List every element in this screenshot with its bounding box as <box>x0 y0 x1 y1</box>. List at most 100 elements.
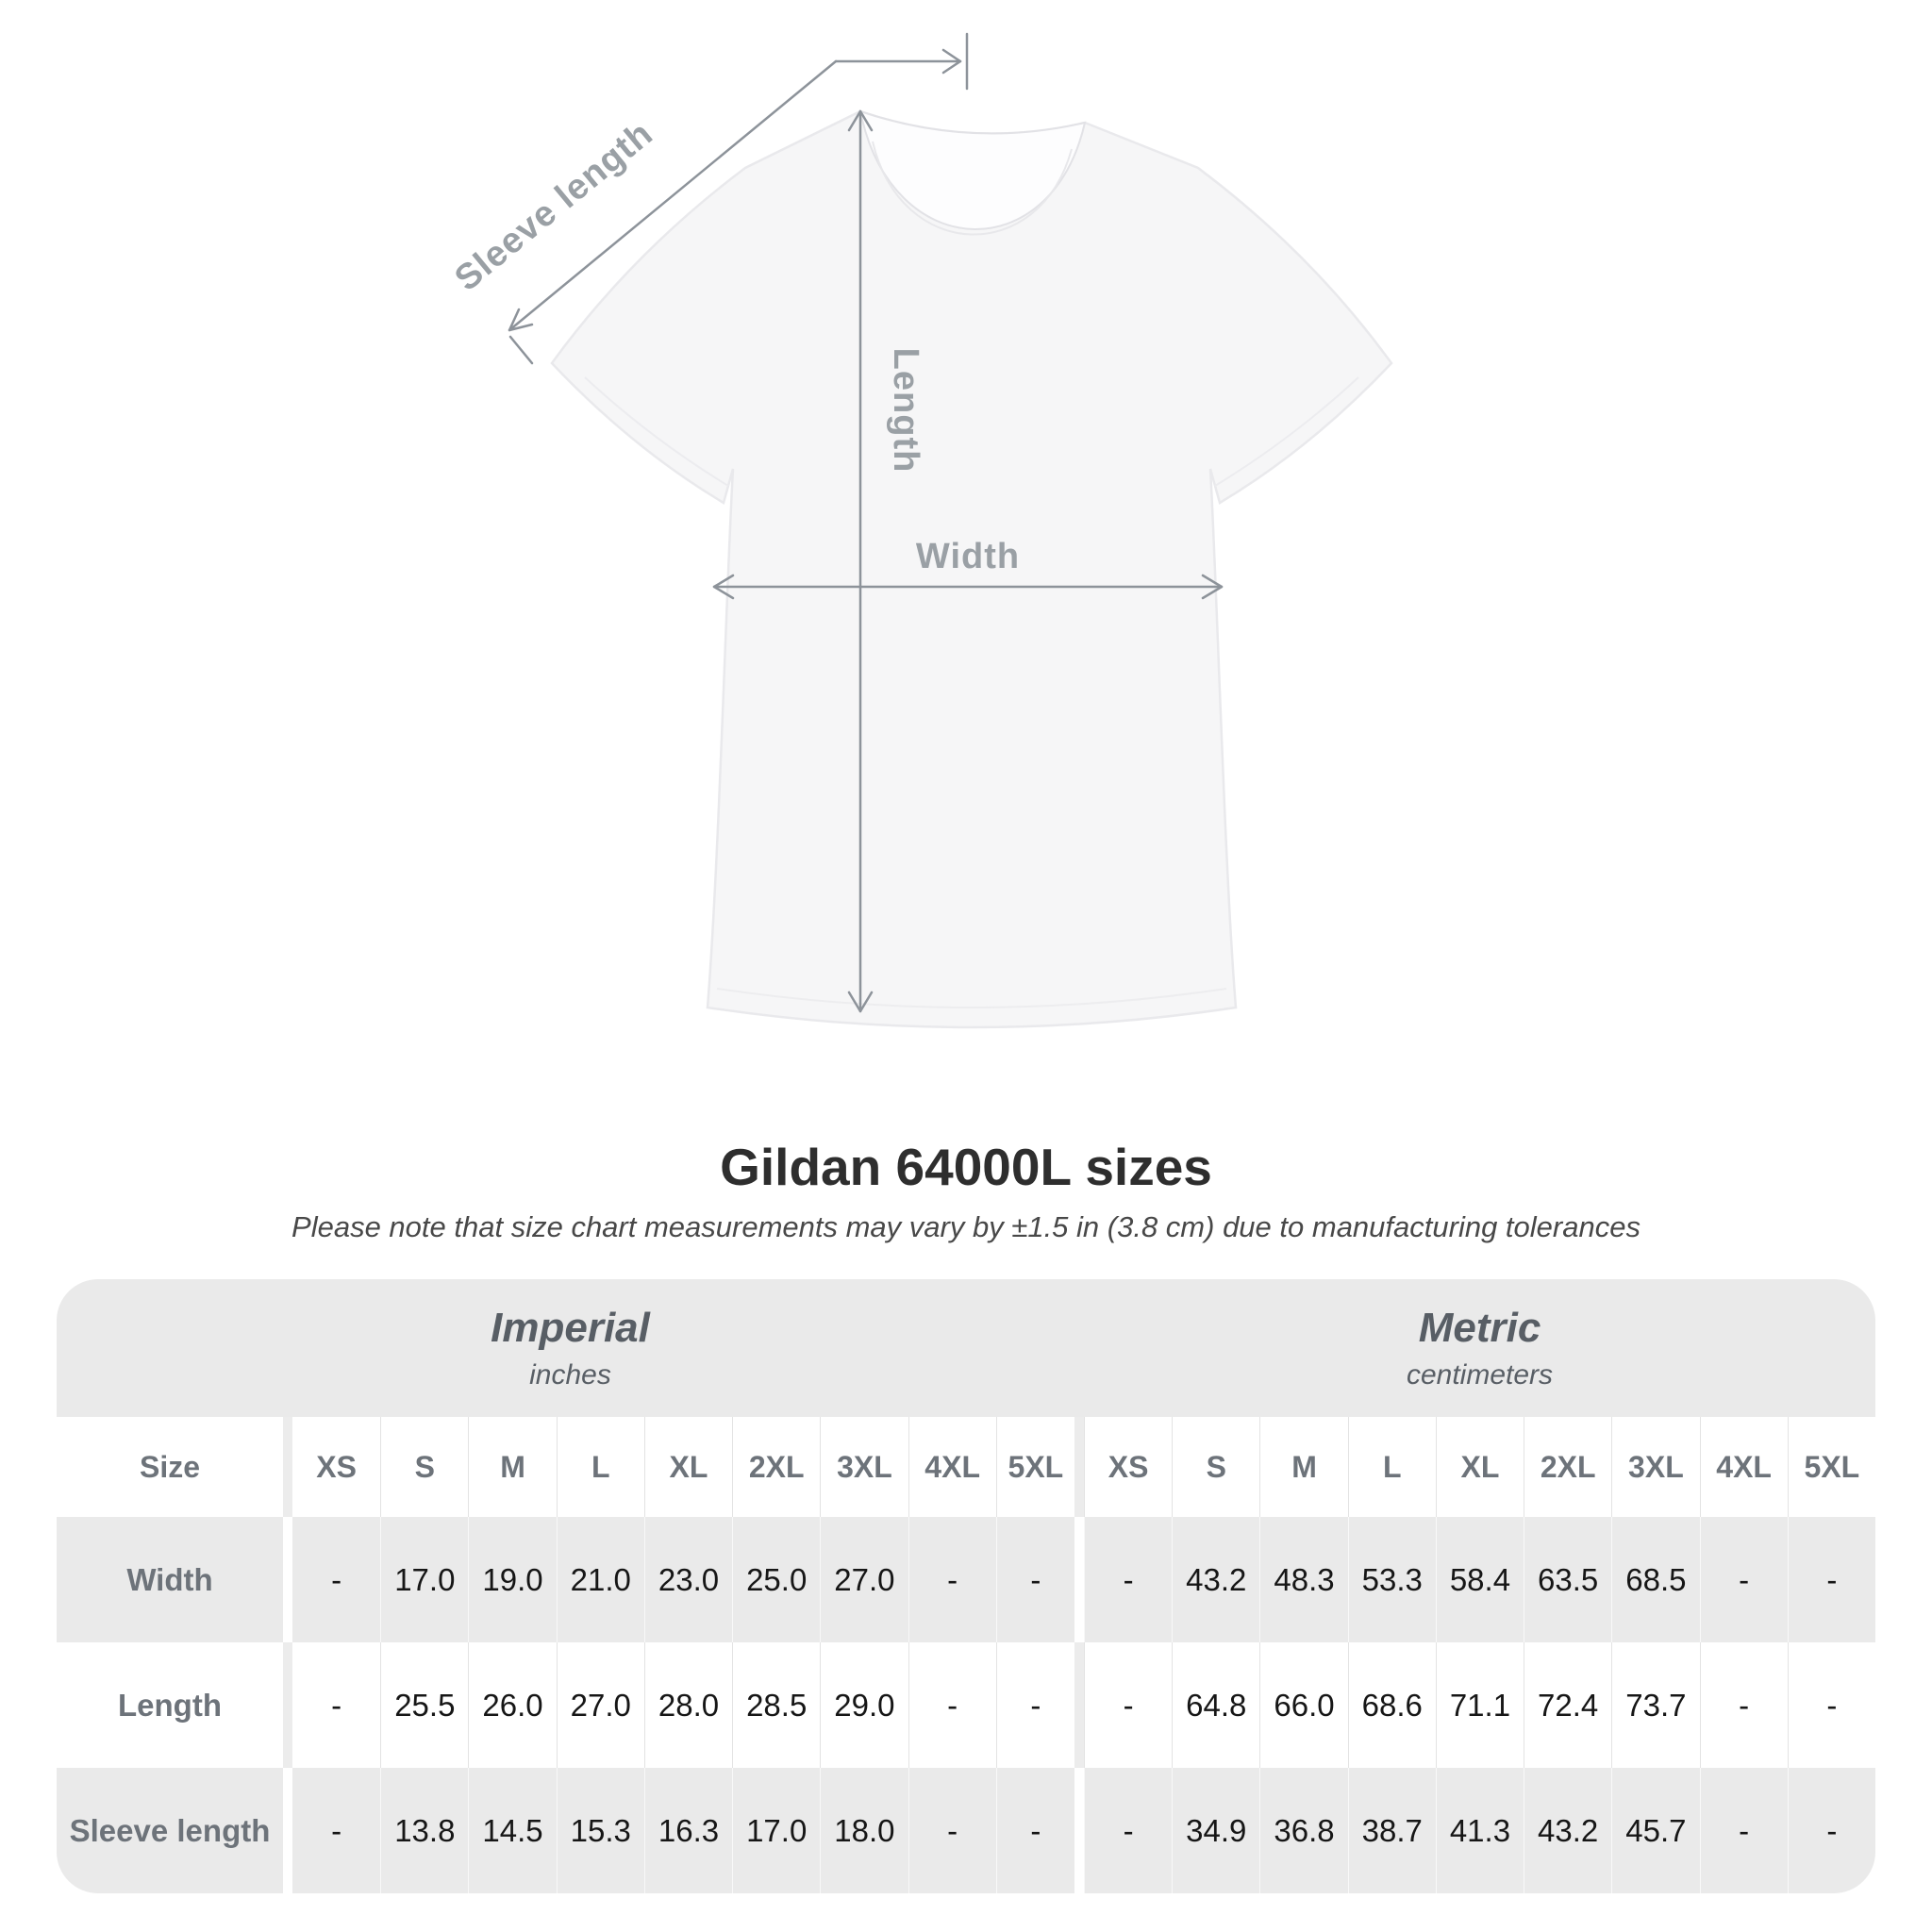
table-cell: 14.5 <box>468 1768 556 1893</box>
table-cell: 25.0 <box>732 1517 820 1642</box>
table-cell: 68.5 <box>1611 1517 1699 1642</box>
size-column-header: 3XL <box>820 1417 908 1517</box>
unit-group-imperial: Imperial inches <box>57 1279 1084 1417</box>
size-column-header: XL <box>643 1417 732 1517</box>
table-row: Width -17.0 19.0 21.0 23.0 25.0 27.0- - -43.2 48.… <box>57 1517 1875 1642</box>
table-cell: 16.3 <box>643 1768 732 1893</box>
table-cell: - <box>995 1768 1084 1893</box>
table-cell: - <box>995 1642 1084 1768</box>
table-cell: 58.4 <box>1435 1517 1524 1642</box>
size-column-header: 5XL <box>1787 1417 1875 1517</box>
size-column-header: L <box>1347 1417 1436 1517</box>
unit-group-subtitle: centimeters <box>1406 1359 1554 1391</box>
size-column-header: 4XL <box>1699 1417 1788 1517</box>
table-cell: 36.8 <box>1259 1768 1347 1893</box>
table-cell: 41.3 <box>1435 1768 1524 1893</box>
size-column-header: XL <box>1435 1417 1524 1517</box>
table-cell: 45.7 <box>1611 1768 1699 1893</box>
table-cell: 53.3 <box>1347 1517 1436 1642</box>
table-cell: 73.7 <box>1611 1642 1699 1768</box>
width-label: Width <box>916 537 1020 576</box>
table-cell: 18.0 <box>820 1768 908 1893</box>
table-cell: - <box>1787 1768 1875 1893</box>
table-cell: 48.3 <box>1259 1517 1347 1642</box>
table-cell: - <box>908 1517 996 1642</box>
size-column-header: 2XL <box>1524 1417 1611 1517</box>
table-cell: - <box>1699 1642 1788 1768</box>
table-cell: - <box>331 1561 342 1597</box>
table-cell: 63.5 <box>1524 1517 1611 1642</box>
table-cell: 27.0 <box>556 1642 644 1768</box>
table-cell: 23.0 <box>643 1517 732 1642</box>
size-table-card: Imperial inches Metric centimeters Size … <box>57 1279 1875 1893</box>
table-cell: - <box>908 1642 996 1768</box>
hem-seam <box>716 988 1227 1008</box>
tshirt-graphic <box>550 109 1393 1029</box>
table-cell: 38.7 <box>1347 1768 1436 1893</box>
table-row: Length -25.5 26.0 27.0 28.0 28.5 29.0- - -64.8 66… <box>57 1642 1875 1768</box>
table-cell: 43.2 <box>1524 1768 1611 1893</box>
row-label: Length <box>57 1642 292 1768</box>
table-cell: 71.1 <box>1435 1642 1524 1768</box>
table-cell: - <box>1787 1517 1875 1642</box>
width-measure: Width <box>712 537 1224 600</box>
size-column-header: XS <box>316 1449 357 1484</box>
size-column-header: M <box>1259 1417 1347 1517</box>
size-column-header: S <box>380 1417 468 1517</box>
table-cell: - <box>331 1812 342 1848</box>
table-cell: - <box>1083 1642 1172 1768</box>
table-cell: 25.5 <box>380 1642 468 1768</box>
table-cell: 34.9 <box>1172 1768 1259 1893</box>
size-column-header: XS <box>1083 1417 1172 1517</box>
table-cell: 15.3 <box>556 1768 644 1893</box>
table-row: Sleeve length -13.8 14.5 15.3 16.3 17.0 18.0- -… <box>57 1768 1875 1893</box>
table-cell: - <box>1787 1642 1875 1768</box>
size-column-label: Size <box>57 1417 292 1517</box>
table-cell: - <box>1083 1517 1172 1642</box>
table-cell: - <box>908 1768 996 1893</box>
table-cell: 19.0 <box>468 1517 556 1642</box>
size-column-header: L <box>556 1417 644 1517</box>
table-cell: 28.0 <box>643 1642 732 1768</box>
unit-group-subtitle: inches <box>529 1359 611 1391</box>
table-cell: 28.5 <box>732 1642 820 1768</box>
size-column-header: M <box>468 1417 556 1517</box>
table-cell: 27.0 <box>820 1517 908 1642</box>
table-cell: - <box>995 1517 1084 1642</box>
unit-group-title: Metric <box>1418 1305 1541 1351</box>
unit-header-band: Imperial inches Metric centimeters <box>57 1279 1875 1417</box>
tolerance-note: Please note that size chart measurements… <box>291 1210 1641 1243</box>
row-label: Sleeve length <box>57 1768 292 1893</box>
collar-rib-seam <box>872 141 1073 236</box>
table-cell: - <box>1083 1768 1172 1893</box>
tshirt-collar <box>858 109 1087 230</box>
size-header-row: Size XS S M L XL 2XL 3XL 4XL 5XL XS S M L XL 2XL 3XL 4XL… <box>57 1417 1875 1517</box>
table-cell: - <box>1699 1517 1788 1642</box>
right-cuff-seam <box>1214 376 1359 487</box>
table-cell: - <box>1699 1768 1788 1893</box>
size-column-header: S <box>1172 1417 1259 1517</box>
page-title: Gildan 64000L sizes <box>720 1138 1212 1196</box>
size-column-header: 2XL <box>732 1417 820 1517</box>
left-cuff-seam <box>584 376 729 487</box>
unit-group-metric: Metric centimeters <box>1084 1279 1875 1417</box>
table-cell: 17.0 <box>380 1517 468 1642</box>
table-cell: 13.8 <box>380 1768 468 1893</box>
size-column-header: 5XL <box>995 1417 1084 1517</box>
table-cell: 17.0 <box>732 1768 820 1893</box>
length-label: Length <box>886 348 925 474</box>
table-cell: 43.2 <box>1172 1517 1259 1642</box>
size-column-header: 4XL <box>908 1417 996 1517</box>
table-cell: 68.6 <box>1347 1642 1436 1768</box>
row-label: Width <box>57 1517 292 1642</box>
length-measure: Length <box>847 109 925 1013</box>
table-cell: 72.4 <box>1524 1642 1611 1768</box>
size-column-header: 3XL <box>1611 1417 1699 1517</box>
table-cell: 64.8 <box>1172 1642 1259 1768</box>
table-cell: 26.0 <box>468 1642 556 1768</box>
table-cell: 21.0 <box>556 1517 644 1642</box>
size-table: Size XS S M L XL 2XL 3XL 4XL 5XL XS S M L XL 2XL 3XL 4XL… <box>57 1417 1875 1893</box>
unit-group-title: Imperial <box>491 1305 650 1351</box>
table-cell: 29.0 <box>820 1642 908 1768</box>
